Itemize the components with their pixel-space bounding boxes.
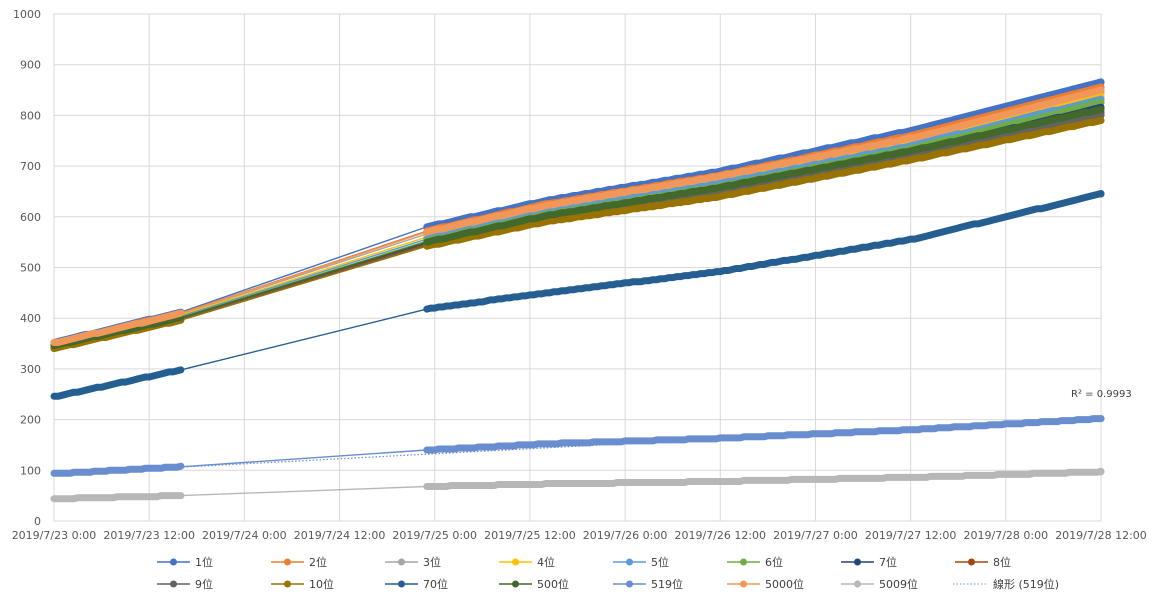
legend-item: 5009位 [841, 577, 918, 591]
y-tick-label: 800 [20, 109, 41, 122]
legend-marker [626, 580, 633, 588]
legend-item: 519位 [613, 577, 683, 591]
x-axis: 2019/7/23 0:00 2019/7/23 12:00 2019/7/24 0… [12, 529, 1147, 542]
series-line [53, 193, 1102, 398]
series-marker-band [423, 86, 1105, 236]
legend-marker [512, 558, 519, 566]
y-tick-label: 900 [20, 59, 41, 72]
legend-marker [512, 580, 519, 588]
series-end-marker [1097, 111, 1105, 119]
legend-item: 5位 [613, 555, 669, 569]
legend-item: 500位 [499, 577, 569, 591]
legend-item: 8位 [955, 555, 1011, 569]
legend-marker [284, 558, 291, 566]
y-tick-label: 1000 [13, 8, 41, 21]
legend-item: 1位 [157, 555, 213, 569]
legend-label: 線形 (519位) [993, 577, 1059, 591]
legend-label: 500位 [537, 577, 569, 591]
series-end-marker [1097, 116, 1105, 124]
legend-marker [740, 558, 747, 566]
y-tick-label: 600 [20, 211, 41, 224]
x-tick-label: 2019/7/28 0:00 [964, 529, 1049, 542]
x-tick-label: 2019/7/26 12:00 [674, 529, 766, 542]
series-marker-band [423, 190, 1105, 313]
x-tick-label: 2019/7/23 12:00 [103, 529, 195, 542]
legend-marker [170, 558, 177, 566]
legend-label: 8位 [993, 555, 1011, 569]
legend-marker [170, 580, 177, 588]
x-tick-label: 2019/7/24 0:00 [202, 529, 287, 542]
series-marker-band [50, 492, 185, 503]
x-tick-label: 2019/7/28 12:00 [1055, 529, 1147, 542]
series-end-marker [1097, 415, 1105, 423]
series-5000位 [50, 86, 1105, 346]
series-marker-band [423, 415, 1105, 454]
legend-label: 7位 [879, 555, 897, 569]
series-marker-band [423, 105, 1105, 246]
legend-label: 1位 [195, 555, 213, 569]
y-axis: 0 100 200 300 400 500 600 700 800 900 1000 [13, 8, 41, 528]
x-tick-label: 2019/7/26 0:00 [583, 529, 668, 542]
x-tick-label: 2019/7/25 12:00 [484, 529, 576, 542]
legend-item: 6位 [727, 555, 783, 569]
r-squared-label: R² = 0.9993 [1071, 389, 1132, 400]
legend-label: 5位 [651, 555, 669, 569]
legend-item: 5000位 [727, 577, 804, 591]
legend-marker [968, 558, 975, 566]
series-5009位 [50, 467, 1105, 503]
x-tick-label: 2019/7/25 0:00 [392, 529, 477, 542]
legend-item: 線形 (519位) [953, 577, 1059, 591]
y-tick-label: 700 [20, 160, 41, 173]
y-tick-label: 200 [20, 414, 41, 427]
y-tick-label: 100 [20, 464, 41, 477]
legend-item: 10位 [271, 577, 334, 591]
y-tick-label: 0 [34, 515, 41, 528]
legend-label: 4位 [537, 555, 555, 569]
legend-label: 6位 [765, 555, 783, 569]
legend-marker [854, 558, 861, 566]
legend-item: 4位 [499, 555, 555, 569]
x-tick-label: 2019/7/27 0:00 [773, 529, 858, 542]
series-end-marker [1097, 86, 1105, 94]
gridlines [53, 13, 1102, 522]
legend-item: 3位 [385, 555, 441, 569]
legend-item: 2位 [271, 555, 327, 569]
series-end-marker [1097, 190, 1105, 198]
series-end-marker [1097, 468, 1105, 476]
series-layer [50, 78, 1105, 503]
legend-marker [398, 580, 405, 588]
legend-label: 10位 [309, 577, 334, 591]
series-marker-band [50, 309, 185, 346]
legend-label: 70位 [423, 577, 448, 591]
x-tick-label: 2019/7/23 0:00 [12, 529, 97, 542]
legend-label: 519位 [651, 577, 683, 591]
legend-marker [626, 558, 633, 566]
x-tick-label: 2019/7/27 12:00 [865, 529, 957, 542]
legend-marker [854, 580, 861, 588]
series-end-marker [1097, 105, 1105, 113]
legend: 1位 2位 3位 4位 5位 6位 7位 8位 9位 10位 70位 500位 519位 5000位 500… [157, 555, 1059, 591]
legend-label: 9位 [195, 577, 213, 591]
y-tick-label: 300 [20, 363, 41, 376]
legend-label: 5000位 [765, 577, 804, 591]
legend-item: 70位 [385, 577, 448, 591]
legend-marker [398, 558, 405, 566]
legend-label: 3位 [423, 555, 441, 569]
legend-marker [740, 580, 747, 588]
y-tick-label: 400 [20, 312, 41, 325]
legend-item: 9位 [157, 577, 213, 591]
series-marker-band [50, 366, 185, 400]
legend-marker [284, 580, 291, 588]
legend-item: 7位 [841, 555, 897, 569]
y-tick-label: 500 [20, 262, 41, 275]
series-marker-band [423, 467, 1105, 490]
legend-label: 2位 [309, 555, 327, 569]
series-70位 [50, 190, 1105, 400]
series-marker-band [50, 462, 185, 477]
x-tick-label: 2019/7/24 12:00 [294, 529, 386, 542]
series-marker-band [423, 117, 1105, 250]
legend-label: 5009位 [879, 577, 918, 591]
